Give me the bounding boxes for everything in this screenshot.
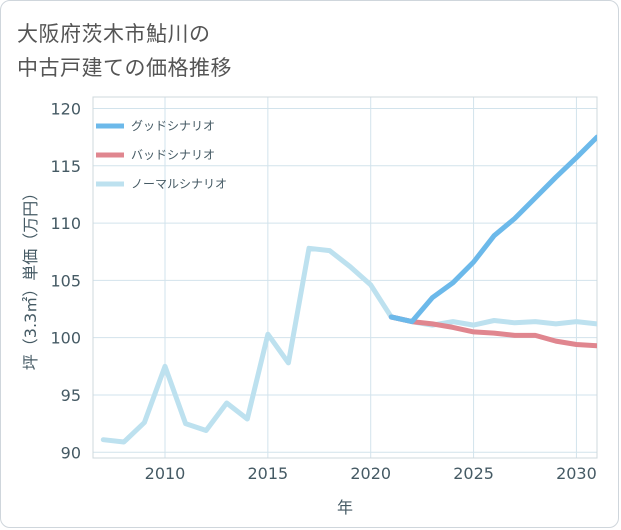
x-tick-label: 2015 [247, 464, 288, 483]
y-tick-label: 100 [50, 329, 81, 348]
chart-title: 大阪府茨木市鮎川の 中古戸建ての価格推移 [17, 17, 232, 85]
y-tick-label: 95 [61, 386, 81, 405]
legend-label[interactable]: グッドシナリオ [131, 119, 215, 133]
x-tick-label: 2030 [556, 464, 597, 483]
y-tick-label: 105 [50, 271, 81, 290]
y-tick-label: 90 [61, 443, 81, 462]
x-axis-label: 年 [337, 498, 353, 517]
y-tick-label: 110 [50, 214, 81, 233]
y-tick-label: 120 [50, 99, 81, 118]
x-tick-label: 2020 [350, 464, 391, 483]
series-line-2 [100, 245, 597, 445]
axis-ticks: 2010 2015 2020 2025 2030 90 95 100 105 110 115 120 [50, 99, 596, 483]
plot-area [92, 96, 598, 459]
legend-label[interactable]: バッドシナリオ [131, 148, 215, 162]
chart-title-line-2: 中古戸建ての価格推移 [17, 56, 232, 80]
legend-label[interactable]: ノーマルシナリオ [131, 177, 227, 191]
series-line-0 [388, 134, 597, 325]
y-axis-label: 坪（3.3㎡）単価（万円） [21, 185, 40, 370]
series-line-1 [388, 314, 597, 349]
x-tick-label: 2025 [453, 464, 494, 483]
chart-title-line-1: 大阪府茨木市鮎川の [17, 22, 211, 46]
series-lines [100, 134, 597, 445]
x-tick-label: 2010 [145, 464, 186, 483]
y-tick-label: 115 [50, 157, 81, 176]
